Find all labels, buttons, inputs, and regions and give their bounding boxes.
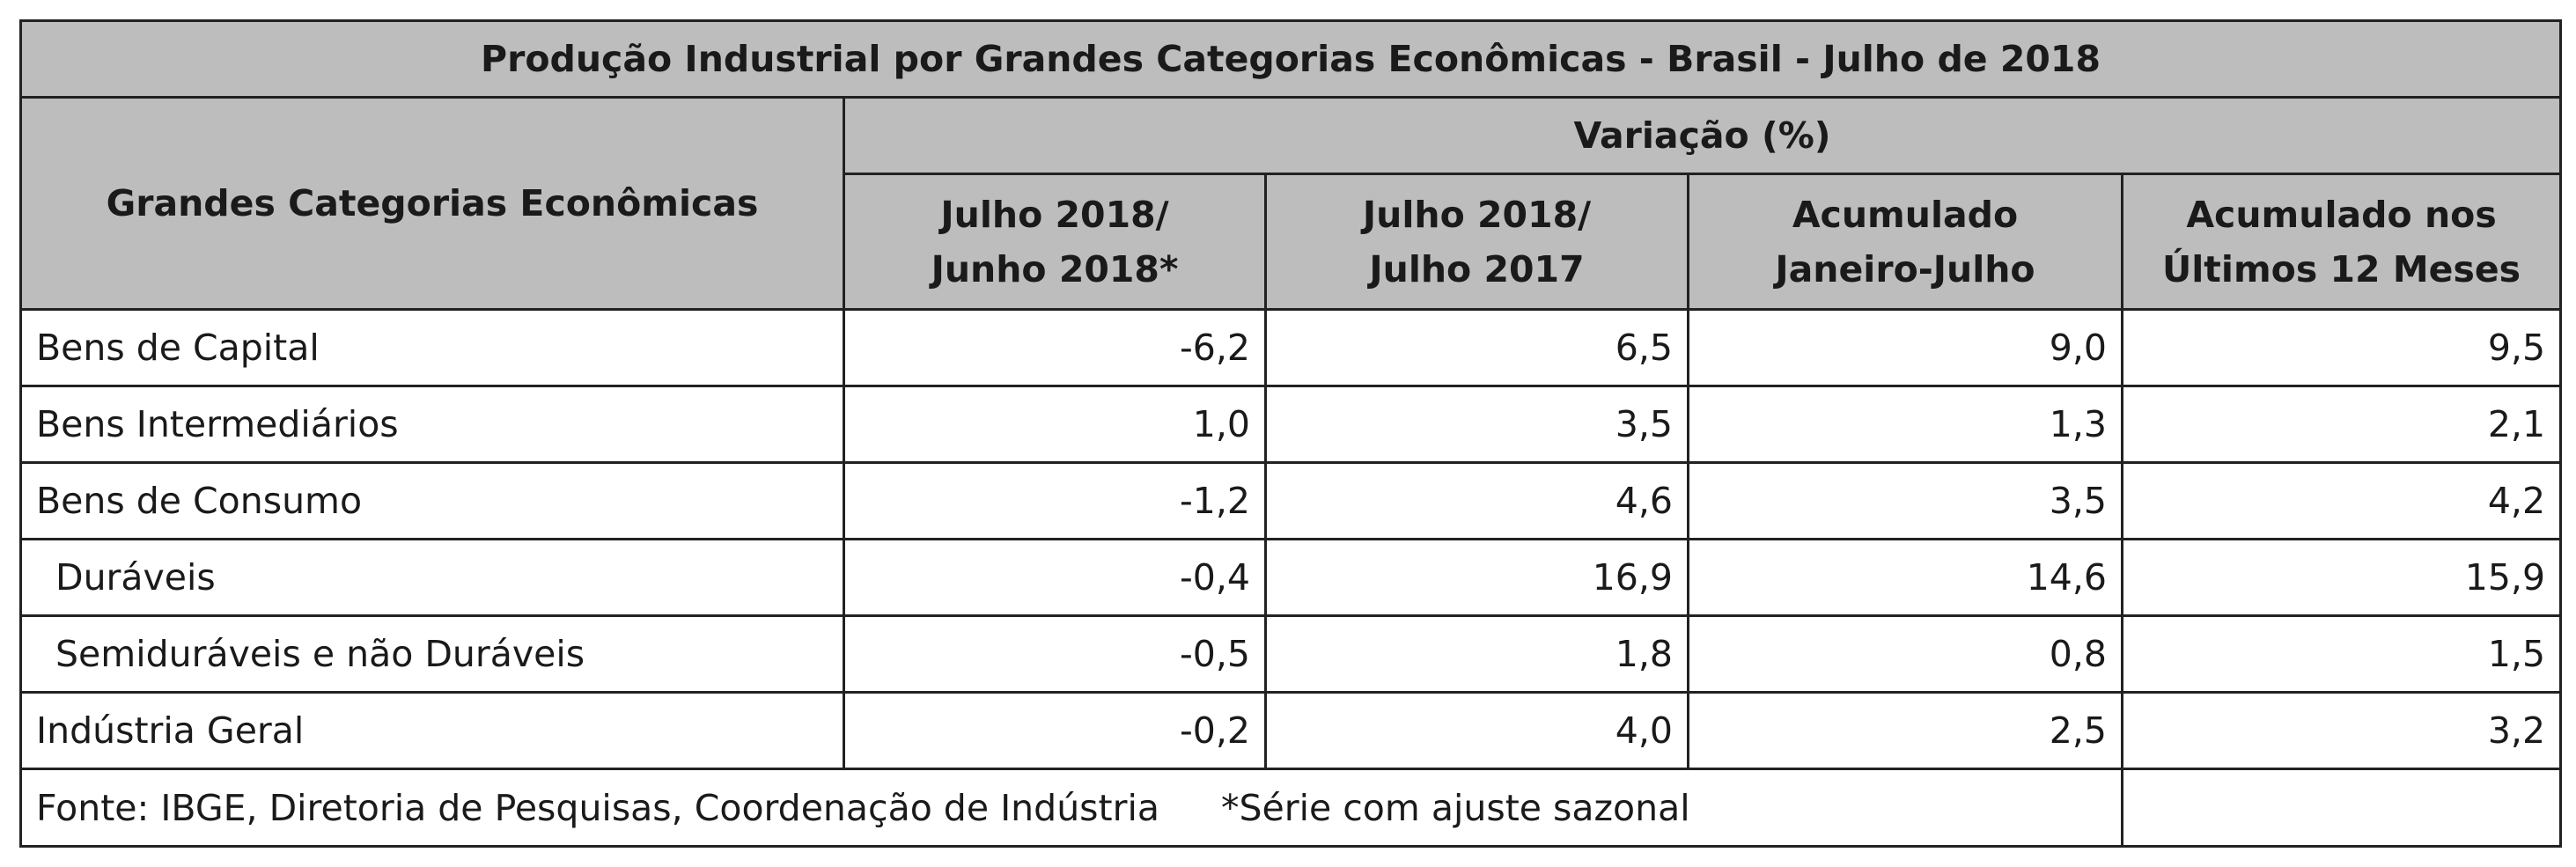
industrial-production-table: Produção Industrial por Grandes Categori… <box>18 19 2563 848</box>
value-cell: 9,5 <box>2120 308 2563 387</box>
value-cell: 1,5 <box>2120 614 2563 694</box>
value-cell: -0,4 <box>843 538 1267 617</box>
row-label: Bens Intermediários <box>19 385 845 464</box>
table-row: Semiduráveis e não Duráveis -0,5 1,8 0,8 1,5 <box>19 614 2563 694</box>
table-row: Duráveis -0,4 16,9 14,6 15,9 <box>19 538 2563 617</box>
value-cell: -6,2 <box>843 308 1267 387</box>
value-cell: -0,5 <box>843 614 1267 694</box>
value-cell: 0,8 <box>1687 614 2123 694</box>
value-cell: 16,9 <box>1264 538 1689 617</box>
value-cell: -1,2 <box>843 461 1267 540</box>
value-cell: 3,5 <box>1687 461 2123 540</box>
table-row: Indústria Geral -0,2 4,0 2,5 3,2 <box>19 691 2563 770</box>
value-cell: 1,0 <box>843 385 1267 464</box>
table-row: Bens Intermediários 1,0 3,5 1,3 2,1 <box>19 385 2563 464</box>
seasonal-adjustment-note: *Série com ajuste sazonal <box>1221 786 1690 829</box>
variation-group-header: Variação (%) <box>842 96 2563 175</box>
row-label: Duráveis <box>19 538 845 617</box>
column-header-line: Últimos 12 Meses <box>2161 247 2521 290</box>
row-label: Indústria Geral <box>19 691 845 770</box>
value-cell: 6,5 <box>1264 308 1689 387</box>
value-cell: 4,0 <box>1264 691 1689 770</box>
column-header-line: Julho 2018/ <box>1362 193 1592 236</box>
column-header-line: Acumulado <box>1792 193 2019 236</box>
category-column-header: Grandes Categorias Econômicas <box>19 96 845 311</box>
value-cell: 1,8 <box>1264 614 1689 694</box>
value-cell: 14,6 <box>1687 538 2123 617</box>
column-header-line: Janeiro-Julho <box>1775 247 2035 290</box>
column-header: Julho 2018/ Junho 2018* <box>843 173 1267 311</box>
row-label: Bens de Capital <box>19 308 845 387</box>
value-cell: 3,5 <box>1264 385 1689 464</box>
table-body: Bens de Capital -6,2 6,5 9,0 9,5 Bens Interme… <box>19 308 2563 770</box>
table-row: Bens de Consumo -1,2 4,6 3,5 4,2 <box>19 461 2563 540</box>
value-cell: 4,6 <box>1264 461 1689 540</box>
row-label: Semiduráveis e não Duráveis <box>19 614 845 694</box>
value-cell: 2,5 <box>1687 691 2123 770</box>
table-row: Bens de Capital -6,2 6,5 9,0 9,5 <box>19 308 2563 387</box>
value-cell: 3,2 <box>2120 691 2563 770</box>
value-cell: 2,1 <box>2120 385 2563 464</box>
value-cell: 4,2 <box>2120 461 2563 540</box>
table-footnote: Fonte: IBGE, Diretoria de Pesquisas, Coo… <box>19 768 2123 848</box>
column-header-line: Acumulado nos <box>2186 193 2497 236</box>
column-header-line: Julho 2017 <box>1369 247 1585 290</box>
column-header-line: Julho 2018/ <box>940 193 1169 236</box>
value-cell: -0,2 <box>843 691 1267 770</box>
source-note: Fonte: IBGE, Diretoria de Pesquisas, Coo… <box>36 786 1159 829</box>
value-cell: 15,9 <box>2120 538 2563 617</box>
value-cell: 1,3 <box>1687 385 2123 464</box>
column-header: Acumulado nos Últimos 12 Meses <box>2120 173 2563 311</box>
row-label: Bens de Consumo <box>19 461 845 540</box>
table-title: Produção Industrial por Grandes Categori… <box>18 19 2563 99</box>
column-header: Acumulado Janeiro-Julho <box>1687 173 2123 311</box>
column-header: Julho 2018/ Julho 2017 <box>1264 173 1689 311</box>
empty-footer-cell <box>2120 768 2563 848</box>
column-header-line: Junho 2018* <box>931 247 1179 290</box>
value-cell: 9,0 <box>1687 308 2123 387</box>
